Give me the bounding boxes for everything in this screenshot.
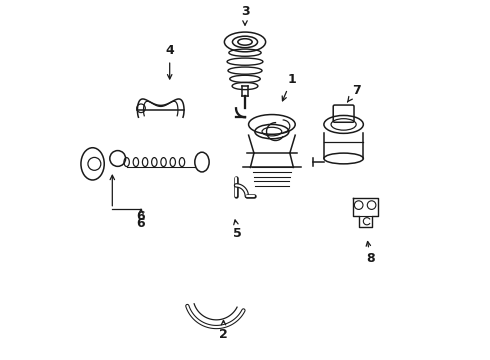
Text: 2: 2 xyxy=(219,320,228,341)
Text: 6: 6 xyxy=(137,211,146,224)
Text: 1: 1 xyxy=(282,73,296,101)
Text: 5: 5 xyxy=(233,220,242,240)
Text: 8: 8 xyxy=(366,242,375,265)
Text: 3: 3 xyxy=(241,5,249,25)
Text: 6: 6 xyxy=(137,209,146,230)
Text: 7: 7 xyxy=(347,84,361,102)
Text: 4: 4 xyxy=(165,44,174,79)
